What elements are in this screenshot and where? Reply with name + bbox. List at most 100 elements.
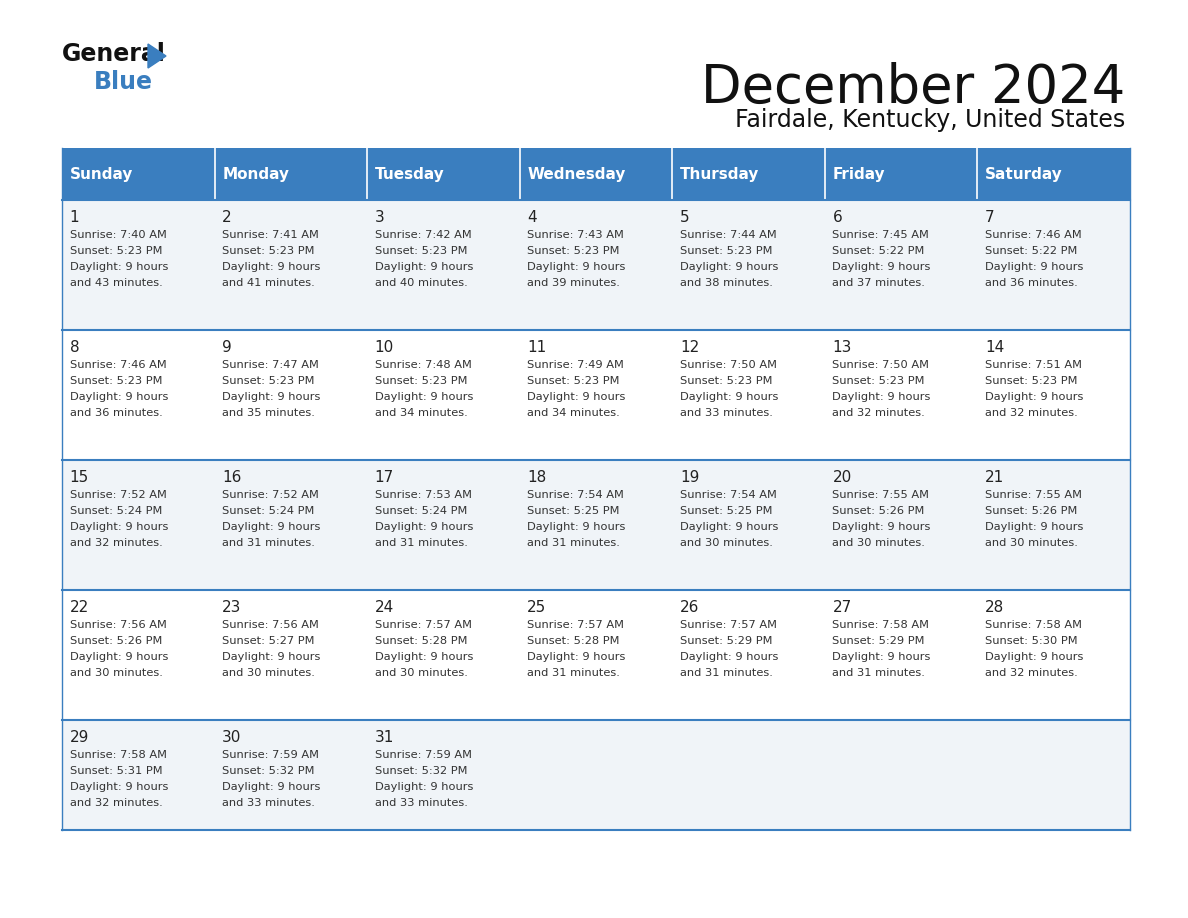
Text: General: General (62, 42, 166, 66)
Text: Sunset: 5:31 PM: Sunset: 5:31 PM (70, 766, 163, 776)
Bar (367, 720, 519, 830)
Text: Sunset: 5:29 PM: Sunset: 5:29 PM (833, 636, 925, 646)
Text: and 30 minutes.: and 30 minutes. (374, 668, 468, 678)
Text: Sunrise: 7:57 AM: Sunrise: 7:57 AM (374, 620, 472, 630)
Text: Sunrise: 7:51 AM: Sunrise: 7:51 AM (985, 360, 1082, 370)
Bar (519, 200, 672, 330)
Text: and 39 minutes.: and 39 minutes. (527, 278, 620, 288)
Text: Daylight: 9 hours: Daylight: 9 hours (374, 522, 473, 532)
Text: Sunrise: 7:57 AM: Sunrise: 7:57 AM (680, 620, 777, 630)
Text: and 43 minutes.: and 43 minutes. (70, 278, 163, 288)
Bar (62, 200, 215, 330)
Text: Sunrise: 7:43 AM: Sunrise: 7:43 AM (527, 230, 624, 240)
Text: 16: 16 (222, 470, 241, 485)
Bar (672, 200, 824, 330)
Text: Sunset: 5:30 PM: Sunset: 5:30 PM (985, 636, 1078, 646)
Text: 28: 28 (985, 600, 1004, 615)
Bar (519, 148, 672, 200)
Text: Sunrise: 7:56 AM: Sunrise: 7:56 AM (222, 620, 320, 630)
Text: Daylight: 9 hours: Daylight: 9 hours (222, 262, 321, 272)
Bar (672, 460, 824, 590)
Text: 7: 7 (985, 210, 994, 225)
Text: Sunrise: 7:50 AM: Sunrise: 7:50 AM (680, 360, 777, 370)
Bar (215, 590, 367, 720)
Bar (215, 720, 367, 830)
Text: 8: 8 (70, 340, 80, 355)
Text: Sunrise: 7:55 AM: Sunrise: 7:55 AM (985, 490, 1082, 500)
Text: Sunset: 5:32 PM: Sunset: 5:32 PM (374, 766, 467, 776)
Text: 27: 27 (833, 600, 852, 615)
Text: 9: 9 (222, 340, 232, 355)
Text: Sunset: 5:27 PM: Sunset: 5:27 PM (222, 636, 315, 646)
Text: and 32 minutes.: and 32 minutes. (833, 408, 925, 418)
Text: 14: 14 (985, 340, 1004, 355)
Text: Sunset: 5:22 PM: Sunset: 5:22 PM (985, 246, 1078, 256)
Text: Sunset: 5:23 PM: Sunset: 5:23 PM (374, 246, 467, 256)
Text: Sunrise: 7:49 AM: Sunrise: 7:49 AM (527, 360, 624, 370)
Text: Daylight: 9 hours: Daylight: 9 hours (833, 652, 931, 662)
Text: Thursday: Thursday (680, 166, 759, 182)
Text: Daylight: 9 hours: Daylight: 9 hours (833, 522, 931, 532)
Text: Blue: Blue (94, 70, 153, 94)
Bar (62, 590, 215, 720)
Bar (672, 148, 824, 200)
Text: Sunset: 5:23 PM: Sunset: 5:23 PM (527, 246, 620, 256)
Bar (367, 330, 519, 460)
Text: Sunrise: 7:44 AM: Sunrise: 7:44 AM (680, 230, 777, 240)
Text: 4: 4 (527, 210, 537, 225)
Bar (978, 148, 1130, 200)
Text: 31: 31 (374, 730, 394, 745)
Bar (215, 460, 367, 590)
Text: 5: 5 (680, 210, 689, 225)
Text: Sunrise: 7:59 AM: Sunrise: 7:59 AM (222, 750, 320, 760)
Text: and 32 minutes.: and 32 minutes. (70, 798, 163, 808)
Text: and 30 minutes.: and 30 minutes. (70, 668, 163, 678)
Text: Sunrise: 7:55 AM: Sunrise: 7:55 AM (833, 490, 929, 500)
Text: Sunrise: 7:54 AM: Sunrise: 7:54 AM (527, 490, 624, 500)
Text: and 31 minutes.: and 31 minutes. (374, 538, 468, 548)
Text: Sunrise: 7:40 AM: Sunrise: 7:40 AM (70, 230, 166, 240)
Bar (672, 590, 824, 720)
Text: Sunset: 5:23 PM: Sunset: 5:23 PM (680, 376, 772, 386)
Text: Sunset: 5:23 PM: Sunset: 5:23 PM (70, 376, 162, 386)
Text: Sunrise: 7:48 AM: Sunrise: 7:48 AM (374, 360, 472, 370)
Text: Sunrise: 7:57 AM: Sunrise: 7:57 AM (527, 620, 625, 630)
Text: 29: 29 (70, 730, 89, 745)
Bar (978, 590, 1130, 720)
Bar (978, 200, 1130, 330)
Text: and 36 minutes.: and 36 minutes. (985, 278, 1078, 288)
Text: 18: 18 (527, 470, 546, 485)
Text: Sunset: 5:28 PM: Sunset: 5:28 PM (374, 636, 467, 646)
Bar (367, 148, 519, 200)
Text: 1: 1 (70, 210, 80, 225)
Text: and 32 minutes.: and 32 minutes. (70, 538, 163, 548)
Bar (824, 330, 978, 460)
Text: Daylight: 9 hours: Daylight: 9 hours (680, 652, 778, 662)
Text: Sunset: 5:29 PM: Sunset: 5:29 PM (680, 636, 772, 646)
Text: Sunset: 5:23 PM: Sunset: 5:23 PM (374, 376, 467, 386)
Text: Monday: Monday (222, 166, 289, 182)
Text: Sunrise: 7:45 AM: Sunrise: 7:45 AM (833, 230, 929, 240)
Text: and 34 minutes.: and 34 minutes. (374, 408, 468, 418)
Text: Daylight: 9 hours: Daylight: 9 hours (680, 522, 778, 532)
Text: Sunset: 5:25 PM: Sunset: 5:25 PM (527, 506, 620, 516)
Text: Daylight: 9 hours: Daylight: 9 hours (527, 522, 626, 532)
Text: 19: 19 (680, 470, 700, 485)
Text: Daylight: 9 hours: Daylight: 9 hours (985, 652, 1083, 662)
Text: Daylight: 9 hours: Daylight: 9 hours (70, 522, 168, 532)
Text: and 30 minutes.: and 30 minutes. (985, 538, 1078, 548)
Text: Sunrise: 7:46 AM: Sunrise: 7:46 AM (985, 230, 1082, 240)
Text: Daylight: 9 hours: Daylight: 9 hours (680, 392, 778, 402)
Text: Fairdale, Kentucky, United States: Fairdale, Kentucky, United States (734, 108, 1125, 132)
Bar (215, 330, 367, 460)
Bar (519, 460, 672, 590)
Text: 3: 3 (374, 210, 385, 225)
Bar (672, 720, 824, 830)
Bar (62, 148, 215, 200)
Text: Sunset: 5:26 PM: Sunset: 5:26 PM (985, 506, 1078, 516)
Bar (824, 590, 978, 720)
Text: and 41 minutes.: and 41 minutes. (222, 278, 315, 288)
Text: 17: 17 (374, 470, 394, 485)
Text: Sunset: 5:26 PM: Sunset: 5:26 PM (833, 506, 925, 516)
Text: and 33 minutes.: and 33 minutes. (222, 798, 315, 808)
